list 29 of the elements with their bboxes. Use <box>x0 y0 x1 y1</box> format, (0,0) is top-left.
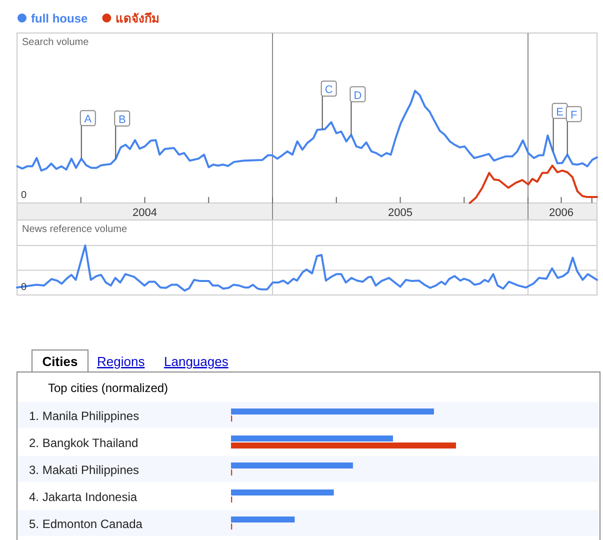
text: Top cities (normalized) <box>48 381 168 395</box>
bar <box>231 408 434 414</box>
bar <box>231 436 393 442</box>
bar <box>231 462 353 468</box>
annotation: D <box>354 90 362 102</box>
annotation: 0 <box>21 190 27 201</box>
x-tick-label: 2005 <box>388 207 412 219</box>
bar <box>231 442 456 448</box>
annotation: A <box>84 114 92 126</box>
annotation: F <box>570 110 578 122</box>
legend-label: แดจังกึม <box>116 12 160 26</box>
legend-label: full house <box>31 12 88 26</box>
bar <box>231 490 334 496</box>
y-tick-label: 1. Manila Philippines <box>29 409 140 423</box>
text: Languages <box>164 354 229 369</box>
y-tick-label: 4. Jakarta Indonesia <box>29 490 138 504</box>
y-tick-label: 3. Makati Philippines <box>29 463 140 477</box>
annotation: E <box>556 106 564 118</box>
y-tick-label: 5. Edmonton Canada <box>29 517 143 531</box>
x-tick-label: 2006 <box>548 207 574 219</box>
annotation: B <box>118 114 126 126</box>
x-tick-label: 2004 <box>132 207 157 219</box>
bar <box>231 516 295 522</box>
y-axis-title: News reference volume <box>22 224 128 235</box>
text: Cities <box>42 354 78 369</box>
y-tick-label: 2. Bangkok Thailand <box>29 436 138 450</box>
text: Regions <box>97 354 146 369</box>
annotation: C <box>324 84 333 96</box>
y-axis-title: Search volume <box>22 37 90 48</box>
